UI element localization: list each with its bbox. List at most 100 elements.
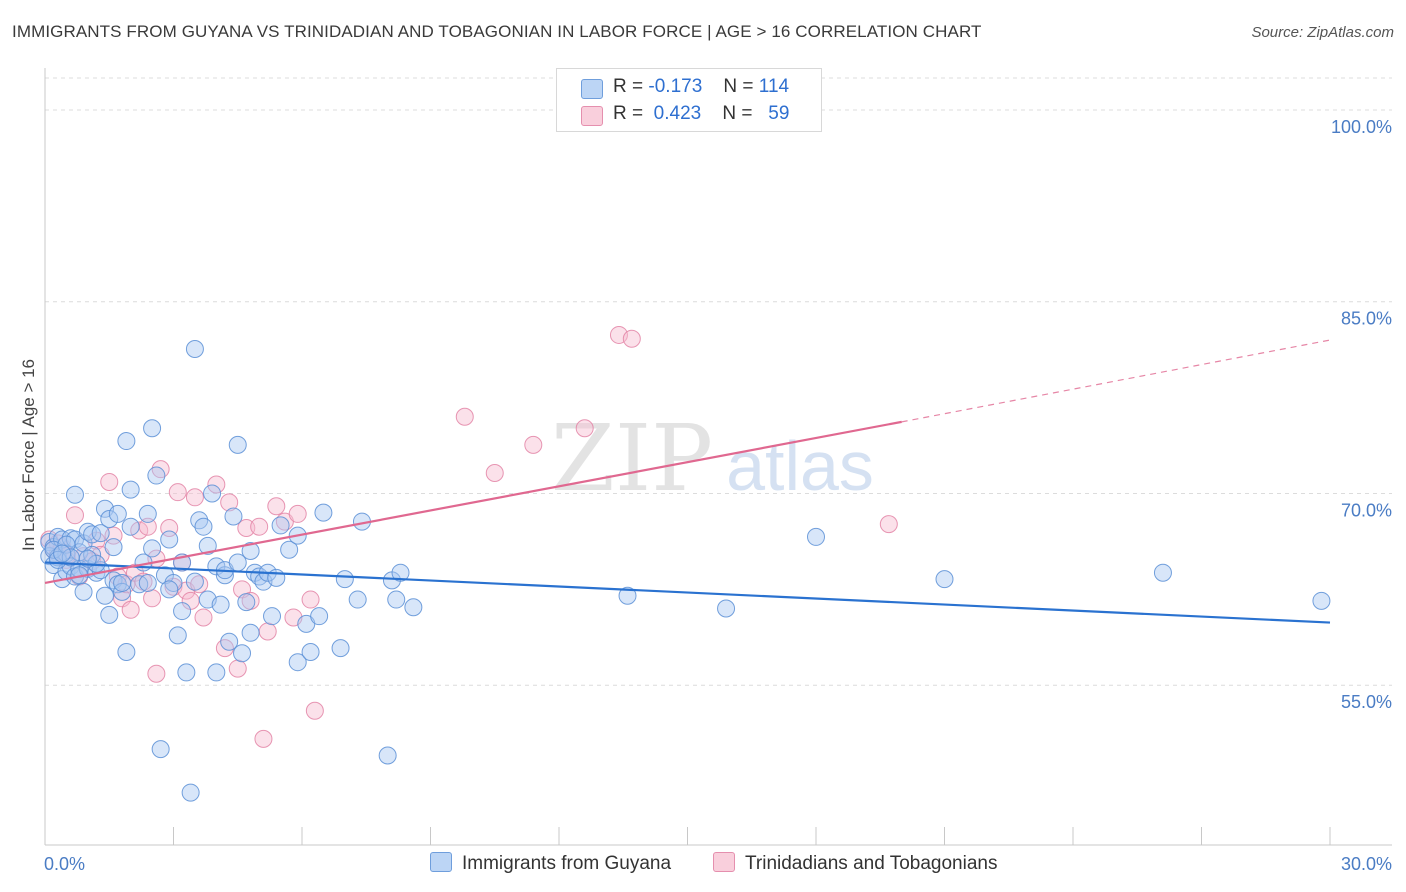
series2-point [622, 329, 641, 348]
series1-point [280, 540, 299, 559]
series1-point [207, 663, 226, 682]
series1-point [194, 517, 213, 536]
series1-point [185, 572, 204, 591]
series1-legend-swatch [430, 852, 452, 872]
series2-point [455, 407, 474, 426]
series1-point [263, 607, 282, 626]
series2-point [228, 659, 247, 678]
watermark: ZIP [551, 405, 713, 512]
series2-point [100, 472, 119, 491]
series2-point [65, 506, 84, 525]
series1-point [267, 568, 286, 587]
series1-point [104, 538, 123, 557]
series2-n-value: 59 [768, 103, 790, 124]
series1-point [160, 530, 179, 549]
n-label: N = [723, 76, 754, 97]
series2-trend-line [44, 420, 902, 585]
series1-point [211, 595, 230, 614]
r-label: R = [613, 76, 644, 97]
series1-point [717, 599, 736, 618]
series1-point [348, 590, 367, 609]
series1-point [391, 563, 410, 582]
y-tick-label: 70.0% [1341, 500, 1392, 520]
series1-point [78, 549, 97, 568]
y-tick-label: 85.0% [1341, 309, 1392, 329]
y-tick-label: 55.0% [1341, 692, 1392, 712]
series1-point [138, 573, 157, 592]
series1-point [378, 746, 397, 765]
bottom-legend-series2: Trinidadians and Tobagonians [713, 852, 997, 875]
series2-point [524, 435, 543, 454]
series2-swatch [581, 106, 603, 126]
series1-point [331, 639, 350, 658]
series1-point [224, 507, 243, 526]
series2-point [185, 488, 204, 507]
series1-point [53, 544, 72, 563]
series1-points [40, 340, 1331, 802]
series1-point [1312, 591, 1331, 610]
series1-point [177, 663, 196, 682]
series2-point [305, 701, 324, 720]
series1-point [151, 740, 170, 759]
x-tick-label: 30.0% [1341, 854, 1392, 874]
chart-title: IMMIGRANTS FROM GUYANA VS TRINIDADIAN AN… [12, 22, 982, 41]
series2-point [207, 475, 226, 494]
series1-point [147, 466, 166, 485]
series2-point [267, 497, 286, 516]
series1-point [181, 783, 200, 802]
series1-n-value: 114 [758, 76, 790, 97]
series1-point [100, 605, 119, 624]
n-label: N = [722, 103, 753, 124]
bottom-legend-series1: Immigrants from Guyana [430, 852, 671, 875]
r-label: R = [613, 103, 644, 124]
source-credit: Source: ZipAtlas.com [1251, 24, 1394, 41]
x-tick-labels: 0.0% 30.0% [44, 854, 1392, 874]
series2-point [143, 589, 162, 608]
series2-point [288, 504, 307, 523]
series1-trend-line [44, 561, 1331, 624]
series1-point [314, 503, 333, 522]
series1-point [138, 504, 157, 523]
trend-lines [44, 339, 1331, 624]
series2-point [130, 521, 149, 540]
series1-point [173, 602, 192, 621]
series2-point [194, 608, 213, 627]
series1-point [143, 419, 162, 438]
series1-r-value: -0.173 [648, 76, 703, 97]
series2-point [258, 622, 277, 641]
series1-point [404, 598, 423, 617]
series1-point [185, 340, 204, 359]
series1-point [117, 432, 136, 451]
series1-point [807, 527, 825, 546]
series1-legend-label: Immigrants from Guyana [462, 853, 672, 874]
x-tick-label: 0.0% [44, 854, 85, 874]
series1-point [74, 582, 93, 601]
series1-point [108, 504, 127, 523]
series1-point [301, 642, 320, 661]
series1-point [160, 580, 179, 599]
series1-point [198, 536, 217, 555]
series1-point [335, 570, 354, 589]
series1-point [168, 626, 187, 645]
series2-point [879, 515, 898, 534]
series1-point [121, 480, 140, 499]
series1-point [271, 516, 290, 535]
series2-point [121, 600, 140, 619]
watermark-atlas: atlas [726, 427, 874, 505]
series2-legend-swatch [713, 852, 735, 872]
series1-point [935, 570, 954, 589]
y-tick-labels: 55.0% 70.0% 85.0% 100.0% [1331, 117, 1392, 712]
series1-point [100, 510, 119, 529]
series2-point [220, 493, 239, 512]
series2-point [254, 729, 273, 748]
series1-point [288, 653, 307, 672]
series1-point [1153, 563, 1172, 582]
series1-point [233, 644, 252, 663]
series1-swatch [581, 79, 603, 99]
series2-legend-label: Trinidadians and Tobagonians [745, 853, 998, 874]
series2-point [575, 419, 594, 438]
series1-point [91, 524, 110, 543]
series1-point [241, 541, 260, 560]
series1-point [387, 590, 406, 609]
